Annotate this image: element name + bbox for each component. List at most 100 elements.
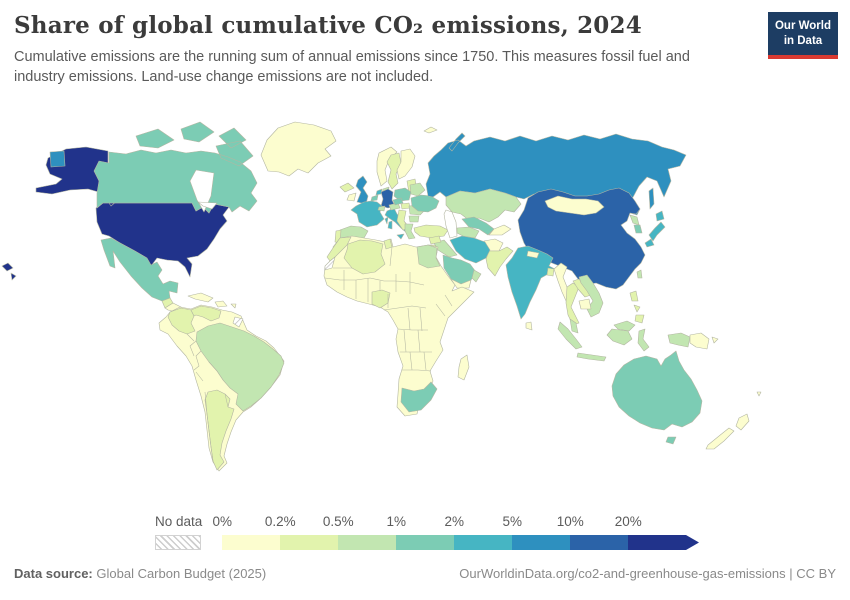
country-sri-lanka[interactable] xyxy=(525,321,533,331)
country-egypt[interactable] xyxy=(416,244,441,269)
country-iran[interactable] xyxy=(449,235,491,264)
country-cambodia[interactable] xyxy=(578,298,592,310)
country-north-korea[interactable] xyxy=(629,214,640,226)
page-title: Share of global cumulative CO₂ emissions… xyxy=(14,12,642,39)
country-fiji[interactable] xyxy=(756,391,762,397)
legend-segment-5[interactable] xyxy=(512,535,571,550)
country-india[interactable] xyxy=(505,245,556,320)
country-canada[interactable] xyxy=(93,121,258,214)
country-czechia[interactable] xyxy=(392,197,404,206)
legend-tick-label: 2% xyxy=(444,514,465,529)
country-south-korea[interactable] xyxy=(633,224,643,234)
legend-tick-label: 10% xyxy=(556,514,584,529)
footer-link[interactable]: OurWorldinData.org/co2-and-greenhouse-ga… xyxy=(459,566,786,581)
country-nepal[interactable] xyxy=(526,250,540,259)
country-poland[interactable] xyxy=(393,187,412,202)
legend-segment-7[interactable] xyxy=(628,535,687,550)
country-united-states[interactable] xyxy=(1,146,230,281)
legend-tick-label: 0.5% xyxy=(322,514,354,529)
hudson-bay xyxy=(189,169,215,213)
country-switzerland[interactable] xyxy=(377,205,386,212)
country-russia[interactable] xyxy=(49,132,687,216)
country-iceland[interactable] xyxy=(339,182,355,193)
legend-tick-label: 0% xyxy=(212,514,233,529)
country-oman[interactable] xyxy=(471,269,482,283)
country-pakistan[interactable] xyxy=(485,246,514,277)
country-syria[interactable] xyxy=(428,235,442,245)
no-data-label: No data xyxy=(155,514,203,529)
country-belarus[interactable] xyxy=(409,182,426,197)
country-philippines[interactable] xyxy=(629,290,645,324)
owid-logo-line2: in Data xyxy=(783,34,823,47)
legend-no-data-group: No data xyxy=(155,514,202,550)
footer-license: | CC BY xyxy=(785,566,836,581)
country-venezuela[interactable] xyxy=(190,305,222,322)
country-japan[interactable] xyxy=(644,210,666,248)
legend-segment-0[interactable] xyxy=(222,535,281,550)
no-data-swatch[interactable] xyxy=(155,535,201,550)
chart-footer: Data source: Global Carbon Budget (2025)… xyxy=(0,566,850,581)
country-united-kingdom[interactable] xyxy=(355,175,369,205)
country-china[interactable] xyxy=(517,187,646,290)
country-mexico[interactable] xyxy=(100,237,179,302)
country-papua-new-guinea[interactable] xyxy=(689,332,719,350)
country-hispaniola[interactable] xyxy=(214,300,228,308)
country-colombia[interactable] xyxy=(167,307,196,335)
legend-segment-4[interactable] xyxy=(454,535,513,550)
legend-swatches xyxy=(222,535,702,550)
country-yemen[interactable] xyxy=(450,278,472,289)
country-puerto-rico[interactable] xyxy=(230,303,237,309)
country-uzbekistan[interactable] xyxy=(461,216,495,236)
country-sweden[interactable] xyxy=(386,152,402,190)
legend-tick-label: 0.2% xyxy=(264,514,296,529)
country-malaysia[interactable] xyxy=(569,318,636,334)
owid-logo-line1: Our World xyxy=(774,20,831,32)
country-indonesia[interactable] xyxy=(557,321,691,362)
caspian-sea xyxy=(443,209,458,239)
country-vietnam[interactable] xyxy=(578,274,604,318)
country-italy[interactable] xyxy=(384,207,410,240)
country-thailand[interactable] xyxy=(565,282,580,326)
footer-attribution: OurWorldinData.org/co2-and-greenhouse-ga… xyxy=(459,566,836,581)
country-madagascar[interactable] xyxy=(457,354,470,381)
map-legend: No data 0% 0.2% 0.5% 1% 2% 5% 10% 20% xyxy=(155,514,702,550)
legend-segment-3[interactable] xyxy=(396,535,455,550)
country-turkey[interactable] xyxy=(413,224,449,239)
country-iraq[interactable] xyxy=(433,239,458,258)
country-belgium[interactable] xyxy=(370,194,379,202)
country-ukraine[interactable] xyxy=(410,194,440,213)
country-western-sahara[interactable] xyxy=(324,256,336,271)
region-kyrgyzstan-tajikistan[interactable] xyxy=(488,224,512,236)
country-french-guiana[interactable] xyxy=(232,316,244,328)
country-bulgaria[interactable] xyxy=(408,215,420,223)
country-taiwan[interactable] xyxy=(636,269,643,279)
great-lakes xyxy=(197,201,218,210)
owid-logo[interactable]: Our World in Data xyxy=(768,12,838,59)
country-greece[interactable] xyxy=(404,223,416,240)
country-hungary[interactable] xyxy=(400,202,411,210)
africa-internal-borders xyxy=(324,246,453,372)
region-svalbard[interactable] xyxy=(423,126,438,134)
country-mongolia[interactable] xyxy=(544,195,605,216)
data-source-label: Data source: xyxy=(14,566,93,581)
legend-segment-6[interactable] xyxy=(570,535,629,550)
country-bangladesh[interactable] xyxy=(546,267,555,277)
country-turkmenistan[interactable] xyxy=(456,226,480,239)
country-algeria[interactable] xyxy=(343,239,386,275)
legend-arrow-tip xyxy=(686,535,700,550)
country-kazakhstan[interactable] xyxy=(445,188,522,223)
country-south-africa[interactable] xyxy=(400,381,438,413)
legend-tick-label: 5% xyxy=(502,514,523,529)
legend-segment-2[interactable] xyxy=(338,535,397,550)
country-netherlands[interactable] xyxy=(375,188,383,196)
country-finland[interactable] xyxy=(396,148,416,180)
country-cuba[interactable] xyxy=(187,292,214,303)
legend-arrow-shape xyxy=(686,535,700,550)
chart-subtitle: Cumulative emissions are the running sum… xyxy=(14,49,690,85)
legend-segment-1[interactable] xyxy=(280,535,339,550)
country-greenland[interactable] xyxy=(260,121,337,177)
country-australia[interactable] xyxy=(611,350,703,445)
country-ireland[interactable] xyxy=(346,192,357,202)
country-new-zealand[interactable] xyxy=(705,413,750,450)
